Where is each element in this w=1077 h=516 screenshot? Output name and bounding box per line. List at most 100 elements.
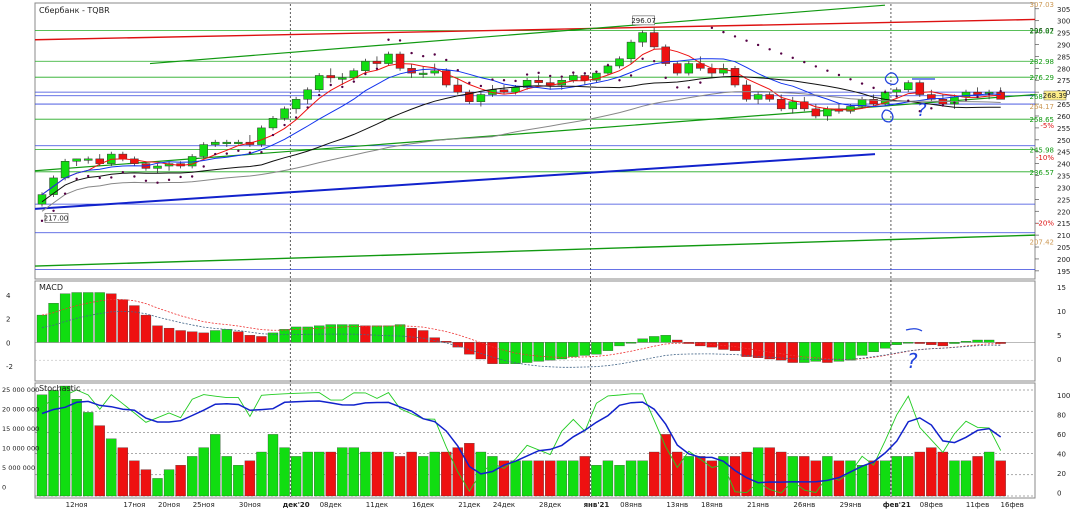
sar-dot [976, 95, 979, 99]
low-price-box [44, 213, 69, 223]
macd-bar [776, 342, 787, 361]
high-price-box [632, 15, 655, 26]
sar-dot [618, 79, 621, 82]
sar-dot [768, 48, 771, 51]
date-label: 25ноя [193, 501, 215, 509]
macd-bar [198, 332, 209, 343]
macd-bar [244, 335, 256, 343]
volume-bar [914, 451, 925, 497]
sar-dot [641, 57, 644, 60]
candle [211, 141, 220, 145]
candle [626, 41, 636, 60]
macd-bar [475, 342, 487, 360]
macd-right-tick-label: 0 [1057, 356, 1061, 364]
stochastic-title: Stochastic [39, 384, 80, 393]
volume-bar [325, 451, 336, 497]
candle [615, 58, 624, 67]
sar-dot [87, 174, 90, 178]
candle [719, 68, 728, 74]
volume-bar [949, 460, 960, 497]
date-label: фев'21 [883, 501, 911, 509]
sar-dot [306, 106, 309, 109]
macd-bar [649, 336, 660, 343]
sar-dot [190, 175, 194, 178]
volume-bar [983, 451, 995, 497]
candle [869, 99, 878, 105]
sar-dot [907, 99, 910, 102]
volume-bar [48, 390, 59, 497]
macd-bar [533, 342, 544, 362]
volume-bar [106, 438, 117, 497]
sar-dot [549, 74, 552, 78]
macd-bar [741, 342, 752, 357]
volume-bar [337, 447, 348, 497]
macd-right-tick-label: 15 [1057, 284, 1066, 292]
sar-dot [895, 95, 898, 98]
macd-bar [706, 342, 718, 348]
volume-bar [660, 434, 671, 497]
date-label: 20ноя [158, 501, 180, 509]
date-label: 30ноя [239, 501, 261, 509]
volume-bar [926, 447, 937, 497]
candle [314, 75, 324, 91]
macd-bar [556, 342, 567, 360]
annotation-question-mark: ? [917, 100, 927, 121]
macd-bar [348, 324, 360, 343]
price-tick-label: 210 [1057, 232, 1070, 240]
macd-bar [464, 342, 475, 355]
volume-tick-label: 5 000 000 [2, 464, 35, 472]
sar-dot [699, 81, 702, 84]
volume-bar [637, 460, 648, 497]
candle [418, 72, 428, 75]
sar-dot [860, 82, 864, 85]
macd-left-tick-label: -2 [6, 363, 13, 371]
sar-dot [918, 110, 921, 113]
candle [707, 68, 717, 74]
macd-bar [36, 314, 48, 343]
sar-dot [237, 149, 240, 152]
volume-bar [233, 465, 244, 497]
sar-dot [225, 152, 228, 155]
price-tick-label: 250 [1057, 137, 1070, 145]
sar-dot [491, 78, 494, 81]
sar-dot [352, 80, 356, 83]
stoch-right-tick-label: 40 [1057, 451, 1066, 459]
macd-bar [521, 342, 533, 363]
sar-dot [318, 93, 321, 97]
volume-bar [36, 394, 48, 497]
price-tick-label: 285 [1057, 53, 1070, 61]
sar-dot [52, 209, 55, 213]
macd-bar [498, 342, 510, 364]
volume-bar [83, 412, 94, 497]
macd-bar [487, 342, 498, 364]
price-tick-label: 255 [1057, 125, 1070, 133]
candle [684, 63, 694, 74]
volume-tick-label: 15 000 000 [2, 425, 39, 433]
stoch-right-tick-label: 0 [1057, 490, 1061, 498]
candle [72, 158, 81, 162]
price-level-label: 276.29 [1030, 74, 1055, 82]
volume-bar [510, 460, 521, 497]
macd-bar [799, 342, 810, 363]
volume-bar [267, 434, 279, 497]
macd-bar [672, 339, 683, 343]
volume-bar [729, 456, 741, 497]
macd-bar [325, 324, 336, 343]
volume-bar [787, 456, 798, 497]
volume-bar [129, 460, 140, 497]
date-label: 13янв [666, 501, 688, 509]
macd-right-tick-label: 5 [1057, 332, 1061, 340]
sar-dot [572, 71, 575, 74]
candle [476, 94, 486, 102]
annotation-circle [884, 72, 899, 86]
price-level-label: 282.98 [1030, 58, 1055, 66]
macd-bar [637, 338, 648, 343]
price-tick-label: 275 [1057, 77, 1070, 85]
volume-bar [302, 451, 313, 497]
stochastic-pane: 25 000 000 20 000 000 15 000 000 10 000 000… [2, 385, 1070, 498]
candle [823, 108, 832, 117]
macd-left-tick-label: 2 [6, 316, 10, 324]
volume-bar [394, 456, 406, 497]
price-level-label: 245.98 [1030, 146, 1055, 154]
annotation-dash [905, 328, 923, 332]
